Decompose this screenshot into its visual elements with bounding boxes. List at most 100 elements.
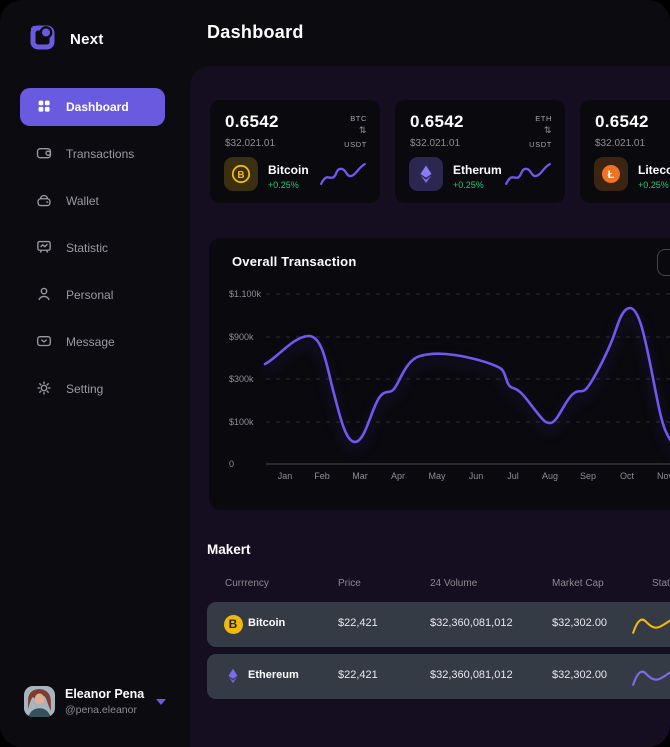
card-icon [35,144,53,165]
cell-currency: Ethereum [248,669,299,681]
y-axis-tick: $900k [229,332,254,342]
coin-name: Etherum [453,163,502,177]
pair-quote: USDT [344,140,367,149]
profile-caret-icon[interactable] [156,698,167,705]
ticker-usd-value: $32.021.01 [410,138,461,149]
coin-change: +0.25% [638,180,669,190]
brand-logo: Next [27,22,104,57]
ticker-card-etherum[interactable]: 0.6542 $32.021.01 ETH ⇅ USDT Etherum +0.… [395,100,565,203]
x-axis-tick: Oct [619,471,634,481]
ticker-pair: ETH ⇅ USDT [529,112,552,151]
grid-icon [35,97,53,118]
sparkline-chart [503,160,555,192]
ticker-value: 0.6542 [225,112,279,131]
x-axis-tick: Sep [579,471,596,481]
sidebar-item-setting[interactable]: Setting [20,370,165,408]
sparkline-chart [631,612,670,642]
sidebar: Next Dashboard [0,0,190,747]
sidebar-item-transactions[interactable]: Transactions [20,135,165,173]
y-axis-tick: $100k [229,417,254,427]
sidebar-item-label: Wallet [66,194,99,208]
range-select-button[interactable]: Monthly [657,249,670,276]
pair-base: BTC [350,114,367,123]
ethereum-icon [409,157,443,191]
table-row-bitcoin[interactable]: B Bitcoin $22,421 $32,360,081,012 $32,30… [207,602,670,647]
sidebar-item-dashboard[interactable]: Dashboard [20,88,165,126]
coin-name: Litecoin [638,163,670,177]
transaction-line-chart [263,293,670,465]
cell-currency: Bitcoin [248,617,286,629]
bitcoin-icon: B [224,157,258,191]
x-axis-tick: Jan [277,471,293,481]
cell-price: $22,421 [338,617,378,629]
ticker-value: 0.6542 [595,112,649,131]
swap-icon[interactable]: ⇅ [358,126,367,136]
litecoin-icon: Ł [594,157,628,191]
sidebar-item-label: Statistic [66,241,109,255]
gear-icon [35,379,53,400]
wallet-icon [35,191,53,212]
cell-market-cap: $32,302.00 [552,669,608,681]
pair-quote: USDT [529,140,552,149]
sidebar-item-wallet[interactable]: Wallet [20,182,165,220]
sidebar-item-label: Dashboard [66,100,129,114]
column-header-market-cap: Market Cap [552,578,604,589]
profile-handle: @pena.eleanor [65,704,137,716]
sparkline-chart [631,664,670,694]
y-axis-tick: 0 [229,459,235,469]
sidebar-item-label: Personal [66,288,114,302]
column-header-currency: Currrency [225,578,269,589]
sidebar-item-message[interactable]: Message [20,323,165,361]
y-axis-tick: $300k [229,374,254,384]
sidebar-item-personal[interactable]: Personal [20,276,165,314]
swap-icon[interactable]: ⇅ [543,126,552,136]
user-icon [35,285,53,306]
sidebar-item-label: Message [66,335,115,349]
column-header-volume: 24 Volume [430,578,478,589]
x-axis-tick: Jun [468,471,484,481]
x-axis-tick: Nov [656,471,670,481]
cell-volume: $32,360,081,012 [430,617,513,629]
x-axis-tick: Feb [314,471,330,481]
brand-name: Next [70,31,104,48]
sidebar-item-statistic[interactable]: Statistic [20,229,165,267]
x-axis-tick: Aug [541,471,558,481]
page-title: Dashboard [207,22,304,42]
svg-text:Ł: Ł [608,169,615,181]
user-profile[interactable]: Eleanor Pena @pena.eleanor [24,686,174,717]
sidebar-nav: Dashboard Transactions [20,88,165,417]
ticker-usd-value: $32.021.01 [225,138,276,149]
sparkline-chart [318,160,370,192]
cell-volume: $32,360,081,012 [430,669,513,681]
next-logo-icon [27,22,57,57]
coin-change: +0.25% [453,180,484,190]
column-header-statistic: Statistic [652,578,670,589]
x-axis-tick: Mar [352,471,368,481]
column-header-price: Price [338,578,361,589]
ticker-value: 0.6542 [410,112,464,131]
ticker-pair: BTC ⇅ USDT [344,112,367,151]
coin-change: +0.25% [268,180,299,190]
ethereum-icon [223,666,243,686]
sidebar-item-label: Setting [66,382,104,396]
main-content: 0.6542 $32.021.01 BTC ⇅ USDT B Bitcoin +… [190,66,670,747]
table-row-ethereum[interactable]: Ethereum $22,421 $32,360,081,012 $32,302… [207,654,670,699]
profile-text: Eleanor Pena @pena.eleanor [65,687,144,716]
pair-base: ETH [535,114,552,123]
y-axis-tick: $1.100k [229,289,262,299]
chart-board-icon [35,238,53,259]
mail-icon [35,332,53,353]
cell-market-cap: $32,302.00 [552,617,608,629]
x-axis-tick: May [428,471,446,481]
overall-transaction-panel: Overall Transaction Monthly $1.100k $900… [209,238,670,510]
ticker-card-bitcoin[interactable]: 0.6542 $32.021.01 BTC ⇅ USDT B Bitcoin +… [210,100,380,203]
ticker-card-litecoin[interactable]: 0.6542 $32.021.01 Ł Litecoin +0.25% [580,100,670,203]
bitcoin-icon: B [223,614,243,634]
chart-title: Overall Transaction [232,254,357,269]
avatar [24,686,55,717]
svg-text:B: B [237,170,244,181]
x-axis-tick: Apr [390,471,405,481]
cell-price: $22,421 [338,669,378,681]
market-section-title: Makert [207,542,251,557]
